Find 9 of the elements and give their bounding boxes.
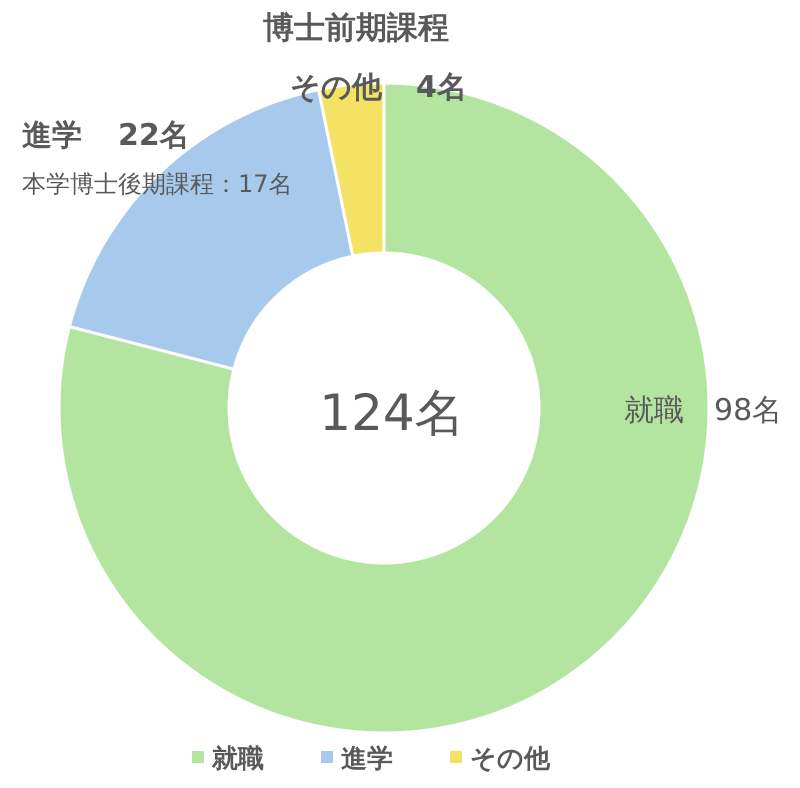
text: 124名: [319, 384, 465, 442]
slice-label: 進学: [22, 118, 82, 153]
data-label: 98名: [714, 393, 782, 428]
legend-label: その他: [470, 744, 551, 774]
legend-label: 進学: [341, 744, 393, 774]
chart-title: 博士前期課程: [263, 10, 449, 46]
data-label: 22名: [118, 118, 190, 153]
legend-label: 就職: [211, 744, 264, 774]
slice-label: 就職: [624, 393, 684, 428]
